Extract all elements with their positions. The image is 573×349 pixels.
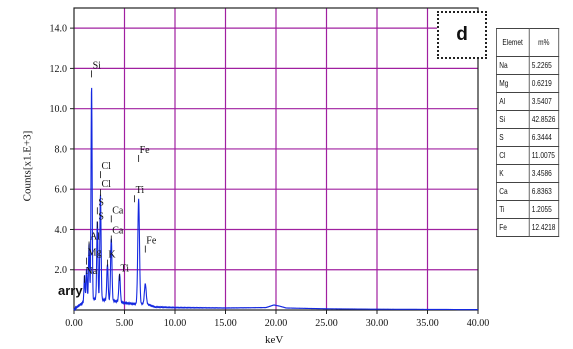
table-row: Ti 1.2055 — [496, 200, 560, 219]
peak-label: Ti — [121, 264, 130, 275]
table-header-element: Elemet — [496, 28, 530, 57]
y-tick-label: 14.0 — [50, 24, 68, 35]
y-tick-label: 12.0 — [50, 64, 68, 75]
y-tick-label: 4.0 — [55, 225, 68, 236]
peak-label: Mg — [88, 248, 102, 259]
peak-label: S — [98, 197, 104, 208]
peak-label: Na — [86, 266, 98, 277]
table-cell-element: Mg — [496, 74, 530, 93]
caption-fragment: arry — [58, 283, 83, 298]
y-tick-label: 8.0 — [55, 144, 68, 155]
peak-label: Cl — [101, 161, 111, 172]
peak-label: Ti — [136, 185, 145, 196]
table-cell-element: K — [496, 164, 530, 183]
table-header-mass-percent: m% — [528, 28, 560, 57]
table-cell-element: Na — [496, 56, 530, 75]
table-cell-element: Al — [496, 92, 530, 111]
table-row: Ca 6.8363 — [496, 182, 560, 201]
table-cell-value: 3.5407 — [528, 92, 560, 111]
x-tick-label: 25.00 — [315, 318, 338, 329]
table-cell-value: 1.2055 — [528, 200, 560, 219]
y-tick-label: 2.0 — [55, 265, 68, 276]
x-tick-label: 30.00 — [366, 318, 389, 329]
peak-label: Fe — [140, 145, 151, 156]
x-axis-label: keV — [265, 334, 284, 346]
table-cell-value: 3.4586 — [528, 164, 560, 183]
x-tick-label: 20.00 — [265, 318, 288, 329]
x-tick-label: 15.00 — [214, 318, 237, 329]
table-cell-element: S — [496, 128, 530, 147]
table-row: Mg 0.6219 — [496, 74, 560, 93]
table-cell-value: 6.8363 — [528, 182, 560, 201]
x-tick-label: 35.00 — [416, 318, 439, 329]
table-row: Fe 12.4218 — [496, 218, 560, 237]
peak-label: Cl — [101, 179, 111, 190]
table-cell-value: 0.6219 — [528, 74, 560, 93]
table-row: Cl 11.0075 — [496, 146, 560, 165]
table-cell-element: Fe — [496, 218, 530, 237]
peak-label: Ca — [112, 225, 124, 236]
table-cell-value: 5.2265 — [528, 56, 560, 75]
peak-label: Si — [93, 60, 102, 71]
table-row: S 6.3444 — [496, 128, 560, 147]
table-row: K 3.4586 — [496, 164, 560, 183]
table-cell-element: Cl — [496, 146, 530, 165]
peak-label: Al — [90, 232, 100, 243]
x-tick-label: 10.00 — [164, 318, 187, 329]
y-axis-label: Counts[x1.E+3] — [21, 130, 34, 202]
peak-label: Ca — [112, 205, 124, 216]
table-cell-value: 12.4218 — [528, 218, 560, 237]
peak-label: Fe — [146, 236, 157, 247]
peak-label: S — [98, 211, 104, 222]
table-header-row: Elemet m% — [496, 28, 560, 57]
spectrum-line — [73, 87, 478, 312]
table-cell-value: 42.8526 — [528, 110, 560, 129]
x-tick-label: 5.00 — [116, 318, 134, 329]
composition-table: Elemet m% Na 5.2265 Mg 0.6219 Al 3.5407 … — [496, 28, 560, 237]
panel-label: d — [437, 11, 487, 59]
table-cell-element: Ti — [496, 200, 530, 219]
table-cell-value: 6.3444 — [528, 128, 560, 147]
y-tick-label: 6.0 — [55, 185, 68, 196]
table-row: Si 42.8526 — [496, 110, 560, 129]
y-tick-label: 10.0 — [50, 104, 68, 115]
table-cell-element: Ca — [496, 182, 530, 201]
table-row: Al 3.5407 — [496, 92, 560, 111]
x-tick-label: 40.00 — [467, 318, 490, 329]
peak-label: K — [108, 250, 116, 261]
table-cell-element: Si — [496, 110, 530, 129]
table-row: Na 5.2265 — [496, 56, 560, 75]
table-cell-value: 11.0075 — [528, 146, 560, 165]
x-tick-label: 0.00 — [65, 318, 83, 329]
